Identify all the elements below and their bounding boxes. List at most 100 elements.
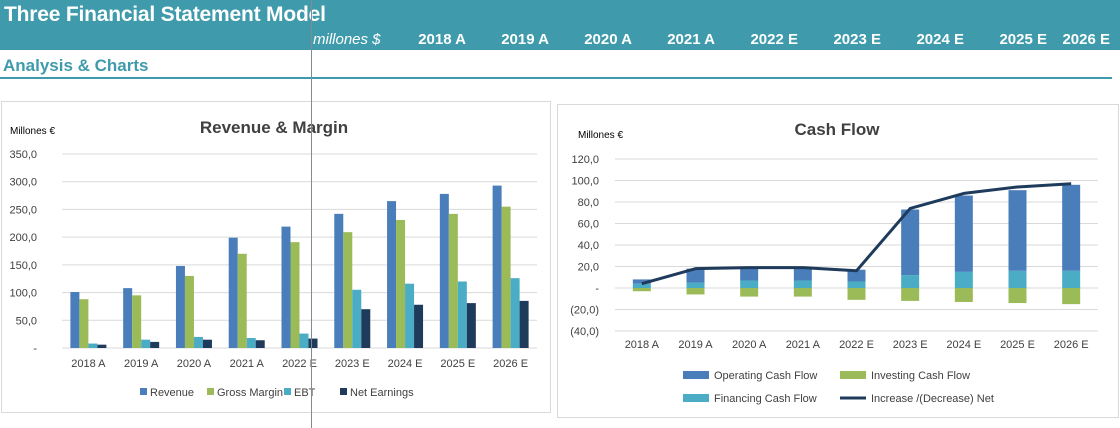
year-header: 2024 E	[916, 31, 964, 48]
legend-label: Net Earnings	[350, 387, 414, 399]
x-tick-label: 2024 E	[388, 358, 423, 370]
bar-ebt	[193, 336, 203, 348]
bar-investing-cash-flow	[793, 288, 812, 297]
bar-financing-cash-flow	[1062, 270, 1081, 288]
bar-net-earnings	[466, 303, 476, 348]
x-tick-label: 2022 E	[839, 339, 874, 351]
bar-investing-cash-flow	[740, 288, 759, 297]
x-tick-label: 2019 A	[678, 339, 713, 351]
bar-investing-cash-flow	[1008, 288, 1027, 304]
year-header: 2022 E	[750, 31, 798, 48]
y-axis-unit-label: Millones €	[10, 126, 55, 137]
y-tick-label: 350,0	[9, 149, 37, 161]
bar-revenue	[387, 201, 397, 348]
legend-swatch	[207, 388, 214, 395]
legend-swatch	[683, 394, 709, 402]
bar-financing-cash-flow	[901, 275, 920, 288]
legend-label: Gross Margin	[217, 387, 283, 399]
legend-label: Revenue	[150, 387, 194, 399]
x-tick-label: 2026 E	[493, 358, 528, 370]
x-tick-label: 2018 A	[625, 339, 660, 351]
x-tick-label: 2025 E	[440, 358, 475, 370]
y-tick-label: 80,0	[578, 197, 599, 209]
bar-operating-cash-flow	[686, 268, 705, 283]
bar-investing-cash-flow	[901, 288, 920, 301]
bar-financing-cash-flow	[740, 280, 759, 288]
cash-flow-chart: Cash Flow Millones € (40,0) (20,0) - 20,0 40,0…	[570, 120, 1098, 405]
x-tick-label: 2021 A	[786, 339, 821, 351]
bar-ebt	[352, 289, 362, 348]
bar-ebt	[141, 339, 151, 348]
legend-swatch	[140, 388, 147, 395]
line-increase-decrease-net	[641, 182, 1072, 286]
year-header: 2021 A	[667, 31, 715, 48]
bar-ebt	[457, 281, 467, 348]
y-tick-label: 60,0	[578, 219, 599, 231]
y-tick-label: (20,0)	[570, 305, 599, 317]
bar-financing-cash-flow	[1008, 270, 1027, 288]
bar-operating-cash-flow	[1008, 190, 1027, 271]
y-tick-label: 200,0	[9, 232, 37, 244]
bar-operating-cash-flow	[954, 195, 973, 272]
bar-net-earnings	[202, 339, 212, 348]
bar-net-earnings	[150, 341, 160, 348]
x-tick-label: 2019 A	[124, 358, 159, 370]
header-bar: Three Financial Statement Model millones…	[0, 0, 1120, 50]
y-tick-label: 50,0	[16, 315, 37, 327]
bar-net-earnings	[519, 300, 529, 348]
bar-operating-cash-flow	[1062, 184, 1081, 271]
y-tick-label: 40,0	[578, 240, 599, 252]
bar-financing-cash-flow	[954, 271, 973, 288]
y-tick-label: 150,0	[9, 260, 37, 272]
year-header: 2023 E	[833, 31, 881, 48]
revenue-margin-chart: Revenue & Margin Millones € - 50,0 100,0 150,…	[9, 118, 537, 399]
bar-revenue	[492, 185, 502, 348]
x-tick-label: 2026 E	[1054, 339, 1089, 351]
bar-investing-cash-flow	[1062, 288, 1081, 305]
bar-investing-cash-flow	[686, 288, 705, 295]
bar-financing-cash-flow	[847, 281, 866, 288]
bar-net-earnings	[414, 304, 424, 348]
bar-gross-margin	[79, 299, 89, 348]
year-header: 2018 A	[418, 31, 466, 48]
x-tick-label: 2025 E	[1000, 339, 1035, 351]
legend-swatch	[840, 371, 866, 379]
y-tick-label: -	[33, 343, 37, 355]
year-header: 2025 E	[999, 31, 1047, 48]
legend-label: EBT	[294, 387, 316, 399]
bar-operating-cash-flow	[901, 209, 920, 276]
bar-gross-margin	[132, 295, 142, 348]
bar-revenue	[334, 213, 344, 348]
bar-revenue	[439, 193, 449, 348]
bar-ebt	[405, 283, 415, 348]
bar-net-earnings	[97, 344, 107, 348]
bar-net-earnings	[255, 340, 265, 348]
bar-operating-cash-flow	[793, 267, 812, 281]
legend-label: Investing Cash Flow	[871, 370, 970, 382]
cashflow-chart-panel[interactable]: Cash Flow Millones € (40,0) (20,0) - 20,0 40,0…	[557, 104, 1119, 418]
bar-gross-margin	[501, 206, 511, 348]
bar-gross-margin	[448, 213, 458, 348]
bar-investing-cash-flow	[632, 288, 651, 292]
bar-ebt	[299, 333, 309, 348]
x-tick-label: 2023 E	[335, 358, 370, 370]
legend-label: Operating Cash Flow	[714, 370, 817, 382]
bar-ebt	[510, 278, 520, 348]
bar-gross-margin	[184, 275, 194, 348]
bar-financing-cash-flow	[632, 283, 651, 288]
bar-financing-cash-flow	[793, 280, 812, 288]
y-tick-label: 20,0	[578, 262, 599, 274]
bar-ebt	[246, 338, 256, 348]
revenue-chart-panel[interactable]: Revenue & Margin Millones € - 50,0 100,0 150,…	[1, 101, 551, 413]
legend-swatch	[683, 371, 709, 379]
page-title: Three Financial Statement Model	[4, 3, 326, 26]
bar-net-earnings	[361, 309, 371, 348]
year-header: 2019 A	[501, 31, 549, 48]
legend-label: Increase /(Decrease) Net	[871, 393, 994, 405]
y-axis-unit-label: Millones €	[578, 130, 623, 141]
y-tick-label: (40,0)	[570, 326, 599, 338]
y-tick-label: -	[595, 283, 599, 295]
y-tick-label: 300,0	[9, 177, 37, 189]
year-columns: 2018 A 2019 A 2020 A 2021 A 2022 E 2023 …	[0, 31, 1120, 49]
bar-investing-cash-flow	[954, 288, 973, 302]
